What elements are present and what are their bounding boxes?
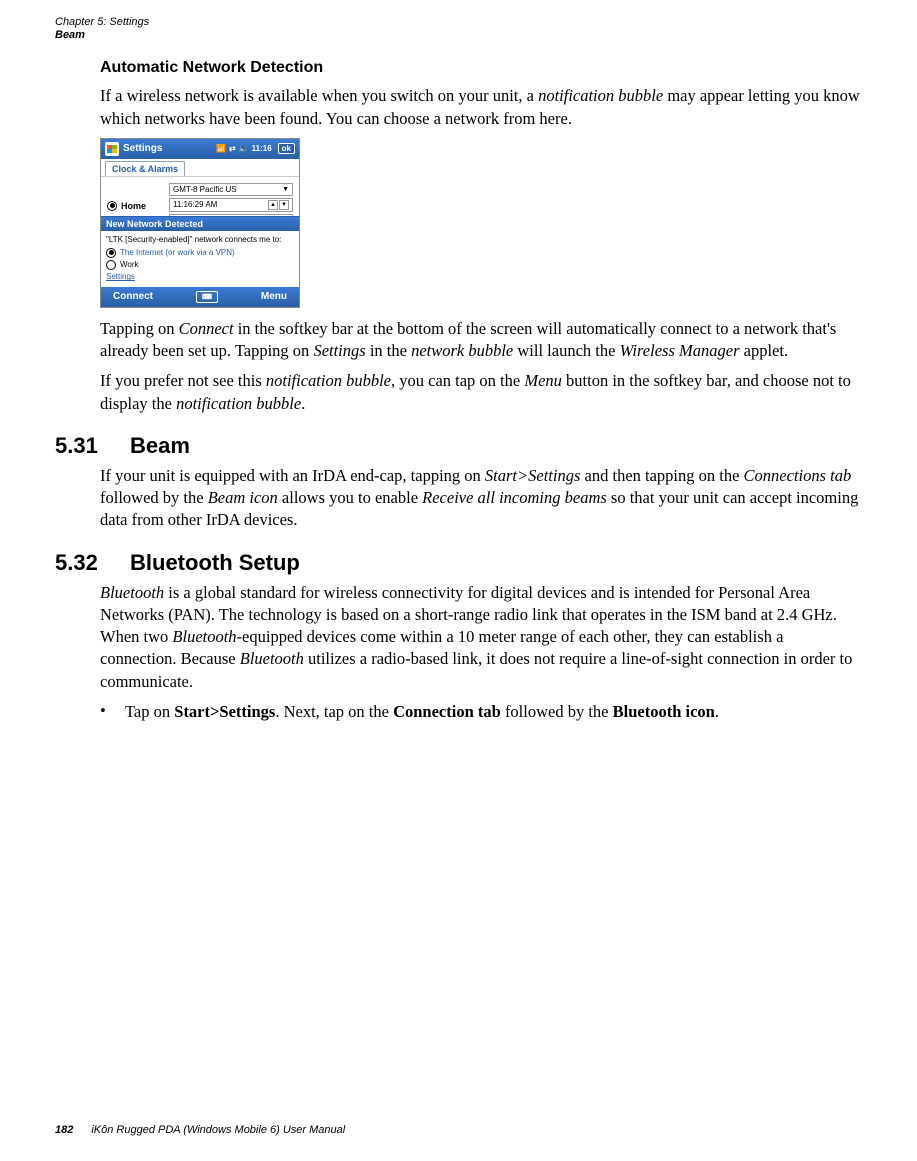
softkey-connect[interactable]: Connect [113,291,153,302]
bubble-option-internet[interactable]: The Internet (or work via a VPN) [106,248,294,258]
section-532-para: Bluetooth is a global standard for wirel… [100,582,862,693]
home-timezone-field[interactable]: GMT-8 Pacific US▼ [169,183,293,196]
bubble-title: New Network Detected [101,217,299,231]
home-time-field[interactable]: 11:16:29 AM▲▼ [169,198,293,212]
section-531-title: Beam [130,433,190,458]
down-icon[interactable]: ▼ [279,200,289,210]
home-label: Home [121,201,169,211]
titlebar-text: Settings [123,143,216,154]
device-titlebar: Settings 📶 ⇄ 🔈 11:16 ok [101,139,299,159]
bubble-message: "LTK [Security-enabled]" network connect… [106,235,294,245]
ok-button[interactable]: ok [278,143,295,154]
device-tabstrip: Clock & Alarms [101,159,299,177]
chapter-label: Chapter 5: Settings [55,15,862,29]
page-number: 182 [55,1124,73,1136]
paragraph-1: If a wireless network is available when … [100,85,862,130]
status-icons: 📶 ⇄ 🔈 11:16 ok [216,143,295,154]
section-532-number: 5.32 [55,550,130,576]
volume-icon: 🔈 [239,144,249,153]
windows-icon [105,142,119,156]
internet-radio[interactable] [106,248,116,258]
chevron-down-icon: ▼ [282,186,289,193]
section-532-bullet: • Tap on Start>Settings. Next, tap on th… [100,701,862,723]
section-531-heading: 5.31Beam [55,433,862,459]
paragraph-2: Tapping on Connect in the softkey bar at… [100,318,862,363]
section-531-number: 5.31 [55,433,130,459]
home-radio[interactable] [107,201,117,211]
connect-icon: ⇄ [229,144,236,153]
device-screenshot: Settings 📶 ⇄ 🔈 11:16 ok Clock & Alarms H… [100,138,862,308]
section-532-heading: 5.32Bluetooth Setup [55,550,862,576]
bubble-settings-link[interactable]: Settings [106,272,135,282]
softkey-bar: Connect ⌨ Menu [101,287,299,307]
section-531-para: If your unit is equipped with an IrDA en… [100,465,862,532]
signal-icon: 📶 [216,144,226,153]
bullet-text: Tap on Start>Settings. Next, tap on the … [125,701,719,723]
softkey-menu[interactable]: Menu [261,291,287,302]
section-532-title: Bluetooth Setup [130,550,300,575]
paragraph-3: If you prefer not see this notification … [100,370,862,415]
page-header: Chapter 5: Settings Beam [55,15,862,41]
up-icon[interactable]: ▲ [268,200,278,210]
clock-text: 11:16 [252,144,272,153]
notification-bubble: New Network Detected "LTK [Security-enab… [101,216,299,287]
bubble-option-work[interactable]: Work [106,260,294,270]
keyboard-icon[interactable]: ⌨ [196,291,218,303]
bullet-marker: • [100,701,125,723]
manual-title: iKôn Rugged PDA (Windows Mobile 6) User … [91,1124,345,1136]
section-label: Beam [55,29,862,41]
page-footer: 182 iKôn Rugged PDA (Windows Mobile 6) Us… [55,1124,345,1136]
subsection-title: Automatic Network Detection [100,59,862,77]
tab-clock-alarms[interactable]: Clock & Alarms [105,161,185,176]
work-radio[interactable] [106,260,116,270]
